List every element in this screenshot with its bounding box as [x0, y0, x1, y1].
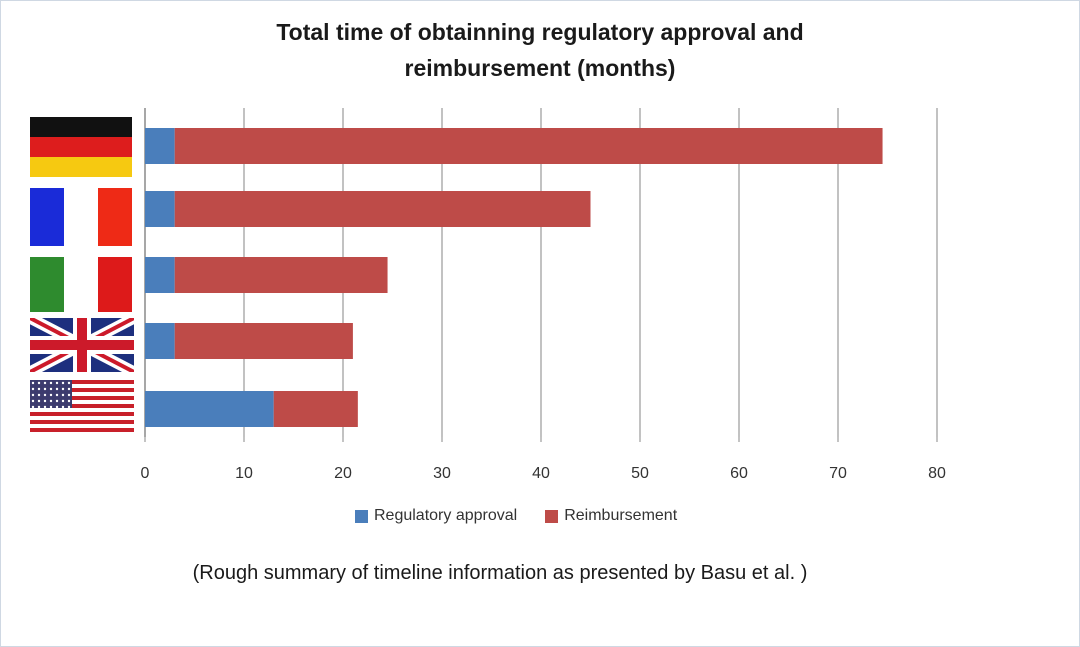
- legend-swatch-reimbursement: [545, 509, 559, 523]
- legend-item-regulatory-approval: Regulatory approval: [355, 507, 517, 525]
- germany-flag-icon: [30, 117, 132, 177]
- bar-regulatory-approval-3: [145, 323, 175, 359]
- bar-reimbursement-1: [174, 191, 591, 227]
- france-flag-icon: [30, 188, 132, 246]
- x-tick-label: 0: [141, 465, 150, 482]
- chart-title-line-2: reimbursement (months): [404, 55, 676, 81]
- chart-title: Total time of obtainning regulatory appr…: [140, 14, 940, 86]
- legend: Regulatory approval Reimbursement: [355, 505, 705, 527]
- x-tick-label: 60: [730, 465, 748, 482]
- uk-flag-icon: [30, 318, 134, 372]
- bar-regulatory-approval-0: [145, 128, 175, 164]
- country-flags: [30, 117, 134, 432]
- x-tick-label: 50: [631, 465, 649, 482]
- italy-flag-icon: [30, 257, 132, 312]
- bar-reimbursement-0: [174, 128, 883, 164]
- bar-regulatory-approval-4: [145, 391, 274, 427]
- bars: [145, 128, 883, 427]
- x-tick-label: 40: [532, 465, 550, 482]
- legend-label-reimbursement: Reimbursement: [564, 507, 678, 524]
- x-tick-label: 70: [829, 465, 847, 482]
- x-tick-label: 30: [433, 465, 451, 482]
- legend-label-regulatory-approval: Regulatory approval: [374, 507, 518, 524]
- footnote: (Rough summary of timeline information a…: [192, 562, 808, 584]
- x-tick-label: 10: [235, 465, 253, 482]
- bar-regulatory-approval-2: [145, 257, 175, 293]
- legend-swatch-regulatory-approval: [355, 509, 368, 523]
- bar-regulatory-approval-1: [145, 191, 175, 227]
- legend-item-reimbursement: Reimbursement: [545, 507, 677, 525]
- x-axis-ticks: 0 10 20 30 40 50 60 70 80: [141, 437, 946, 482]
- x-tick-label: 20: [334, 465, 352, 482]
- chart-title-line-1: Total time of obtainning regulatory appr…: [276, 19, 804, 45]
- x-tick-label: 80: [928, 465, 946, 482]
- bar-reimbursement-2: [174, 257, 388, 293]
- bar-reimbursement-4: [273, 391, 358, 427]
- usa-flag-icon: [30, 380, 134, 432]
- bar-reimbursement-3: [174, 323, 353, 359]
